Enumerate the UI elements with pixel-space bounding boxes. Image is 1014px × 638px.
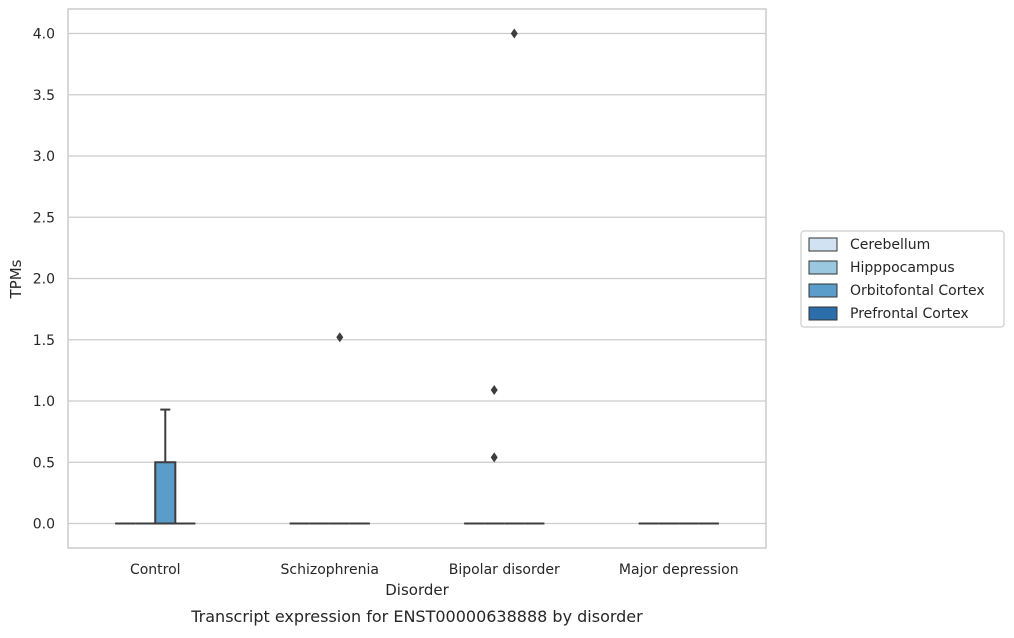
x-tick-label: Bipolar disorder bbox=[449, 562, 560, 578]
box-hipppocampus bbox=[484, 384, 505, 525]
y-tick-label: 1.5 bbox=[33, 333, 55, 349]
outlier-point bbox=[490, 452, 498, 463]
legend-swatch bbox=[808, 306, 838, 321]
y-axis-ticks: 0.0 0.5 1.0 1.5 2.0 2.5 3.0 3.5 4.0 bbox=[33, 27, 55, 533]
legend-swatch bbox=[808, 283, 838, 298]
legend-label: Hipppocampus bbox=[850, 260, 955, 276]
y-tick-label: 0.5 bbox=[33, 455, 55, 471]
grid-lines bbox=[68, 32, 766, 525]
plot-frame bbox=[67, 8, 767, 549]
legend-label: Orbitofontal Cortex bbox=[850, 283, 985, 299]
box-plot-layer bbox=[115, 28, 719, 525]
legend-swatch bbox=[808, 237, 838, 252]
x-axis-ticks: Control Schizophrenia Bipolar disorder Majo… bbox=[130, 562, 739, 578]
y-tick-label: 3.0 bbox=[33, 149, 55, 165]
legend: Cerebellum Hipppocampus Orbitofontal Corte… bbox=[800, 230, 1005, 328]
outlier-point bbox=[510, 28, 518, 39]
box-orbitofontal-cortex bbox=[504, 28, 525, 525]
outlier-point bbox=[336, 332, 344, 343]
y-tick-label: 2.0 bbox=[33, 272, 55, 288]
y-axis-title: TPMs bbox=[7, 259, 25, 299]
outlier-point bbox=[490, 384, 498, 395]
y-tick-label: 4.0 bbox=[33, 27, 55, 43]
legend-label: Prefrontal Cortex bbox=[850, 306, 969, 322]
box-orbitofontal-cortex bbox=[329, 332, 350, 525]
legend-label: Cerebellum bbox=[850, 237, 930, 253]
x-axis-title: Disorder bbox=[385, 581, 449, 599]
legend-frame bbox=[800, 230, 1005, 328]
box-body bbox=[154, 461, 177, 525]
y-tick-label: 2.5 bbox=[33, 210, 55, 226]
y-tick-label: 0.0 bbox=[33, 517, 55, 533]
y-tick-label: 3.5 bbox=[33, 88, 55, 104]
legend-swatch bbox=[808, 260, 838, 275]
legend-items: Cerebellum Hipppocampus Orbitofontal Corte… bbox=[808, 237, 985, 322]
chart-caption: Transcript expression for ENST0000063888… bbox=[190, 607, 643, 626]
x-tick-label: Schizophrenia bbox=[281, 562, 379, 578]
x-tick-label: Major depression bbox=[619, 562, 739, 578]
box-orbitofontal-cortex bbox=[154, 408, 177, 525]
x-tick-label: Control bbox=[130, 562, 181, 578]
y-tick-label: 1.0 bbox=[33, 394, 55, 410]
